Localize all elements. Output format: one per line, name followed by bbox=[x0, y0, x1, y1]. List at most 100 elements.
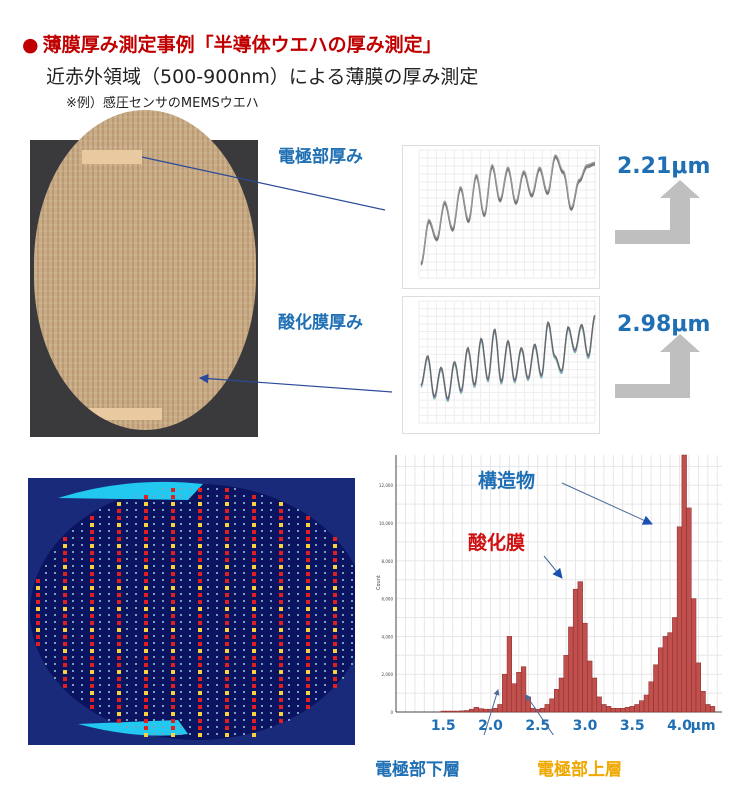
map-cell bbox=[54, 677, 56, 679]
map-cell bbox=[279, 628, 283, 632]
map-cell bbox=[234, 537, 236, 539]
map-cell bbox=[324, 565, 326, 567]
map-cell bbox=[279, 579, 283, 583]
map-cell bbox=[234, 670, 236, 672]
histogram-bar bbox=[639, 700, 645, 713]
map-cell bbox=[189, 719, 191, 721]
map-cell bbox=[189, 600, 191, 602]
map-cell bbox=[315, 544, 317, 546]
map-cell bbox=[324, 621, 326, 623]
map-cell bbox=[63, 537, 67, 541]
map-cell bbox=[108, 642, 110, 644]
map-cell bbox=[207, 488, 209, 490]
histogram-bar bbox=[601, 704, 607, 713]
map-cell bbox=[180, 516, 182, 518]
arrow-electrode bbox=[126, 151, 386, 211]
map-cell bbox=[306, 628, 310, 632]
map-cell bbox=[162, 649, 164, 651]
map-cell bbox=[270, 712, 272, 714]
map-cell bbox=[117, 635, 121, 639]
map-cell bbox=[63, 558, 67, 562]
map-cell bbox=[135, 621, 137, 623]
map-cell bbox=[135, 600, 137, 602]
map-cell bbox=[144, 691, 148, 695]
map-cell bbox=[270, 537, 272, 539]
map-cell bbox=[234, 642, 236, 644]
map-cell bbox=[36, 621, 40, 625]
map-cell bbox=[243, 516, 245, 518]
map-cell bbox=[108, 516, 110, 518]
map-cell bbox=[63, 544, 67, 548]
map-cell bbox=[207, 509, 209, 511]
map-cell bbox=[234, 572, 236, 574]
map-cell bbox=[180, 621, 182, 623]
map-cell bbox=[315, 670, 317, 672]
map-cell bbox=[342, 663, 344, 665]
map-cell bbox=[126, 712, 128, 714]
map-cell bbox=[153, 565, 155, 567]
map-cell bbox=[90, 593, 94, 597]
map-cell bbox=[99, 607, 101, 609]
map-cell bbox=[117, 586, 121, 590]
map-cell bbox=[63, 572, 67, 576]
map-cell bbox=[72, 607, 74, 609]
map-cell bbox=[261, 579, 263, 581]
histogram-bar bbox=[563, 655, 569, 713]
map-cell bbox=[243, 523, 245, 525]
x-tick-label: 1.5 bbox=[431, 718, 456, 734]
map-cell bbox=[288, 530, 290, 532]
map-cell bbox=[144, 670, 148, 674]
map-cell bbox=[108, 509, 110, 511]
map-cell bbox=[36, 586, 40, 590]
map-cell bbox=[63, 684, 67, 688]
map-cell bbox=[306, 670, 310, 674]
electrode-upper-label: 電極部上層 bbox=[537, 760, 622, 780]
map-cell bbox=[333, 544, 337, 548]
map-cell bbox=[225, 502, 229, 506]
map-cell bbox=[207, 642, 209, 644]
map-cell bbox=[81, 691, 83, 693]
map-cell bbox=[342, 579, 344, 581]
map-cell bbox=[324, 593, 326, 595]
map-cell bbox=[54, 607, 56, 609]
map-cell bbox=[297, 530, 299, 532]
map-cell bbox=[243, 642, 245, 644]
map-cell bbox=[306, 537, 310, 541]
map-cell bbox=[63, 642, 67, 646]
map-cell bbox=[351, 614, 353, 616]
map-cell bbox=[288, 551, 290, 553]
map-cell bbox=[72, 621, 74, 623]
map-cell bbox=[279, 642, 283, 646]
map-cell bbox=[333, 593, 337, 597]
map-cell bbox=[72, 530, 74, 532]
map-cell bbox=[144, 614, 148, 618]
map-cell bbox=[342, 649, 344, 651]
map-cell bbox=[126, 530, 128, 532]
map-cell bbox=[216, 586, 218, 588]
map-cell bbox=[216, 726, 218, 728]
map-cell bbox=[270, 607, 272, 609]
map-cell bbox=[333, 642, 337, 646]
map-cell bbox=[45, 607, 47, 609]
map-cell bbox=[171, 593, 175, 597]
map-cell bbox=[81, 635, 83, 637]
map-cell bbox=[90, 516, 94, 520]
map-cell bbox=[216, 733, 218, 735]
map-cell bbox=[117, 579, 121, 583]
map-cell bbox=[54, 635, 56, 637]
histogram-bar bbox=[610, 707, 616, 713]
map-cell bbox=[126, 579, 128, 581]
map-cell bbox=[225, 628, 229, 632]
map-cell bbox=[198, 684, 202, 688]
map-cell bbox=[135, 579, 137, 581]
map-cell bbox=[126, 719, 128, 721]
map-cell bbox=[81, 649, 83, 651]
map-cell bbox=[189, 544, 191, 546]
map-cell bbox=[99, 572, 101, 574]
map-cell bbox=[279, 586, 283, 590]
map-cell bbox=[135, 544, 137, 546]
map-cell bbox=[261, 691, 263, 693]
map-cell bbox=[126, 691, 128, 693]
map-cell bbox=[108, 523, 110, 525]
map-cell bbox=[90, 677, 94, 681]
